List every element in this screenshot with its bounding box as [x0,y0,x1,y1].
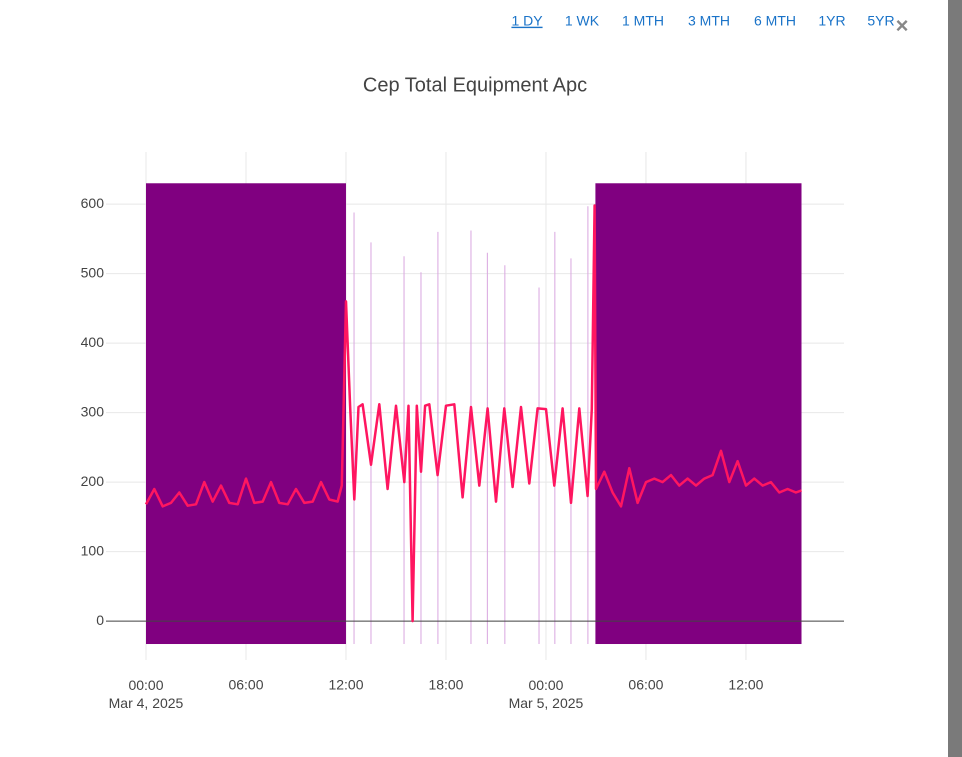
range-button[interactable]: 1YR [818,13,845,29]
x-tick-label: 12:00 [328,677,363,693]
x-tick-label: 06:00 [228,677,263,693]
range-button[interactable]: 1 MTH [622,13,664,29]
shaded-region [145,183,346,645]
plot-area: 0 100 200 300 400 500 600 00:00 Mar 4, 2025 06:00… [81,152,844,711]
close-button[interactable]: × [896,13,909,38]
range-button[interactable]: 3 MTH [688,13,730,29]
y-tick-label: 100 [81,542,105,558]
range-button[interactable]: 5YR [867,13,894,29]
y-tick-label: 300 [81,403,105,419]
chart-title: Cep Total Equipment Apc [363,74,587,96]
y-tick-label: 200 [81,473,105,489]
range-button[interactable]: 1 WK [565,13,600,29]
range-button[interactable]: 1 DY [511,13,543,29]
range-selector: 1 DY 1 WK 1 MTH 3 MTH 6 MTH 1YR 5YR [511,13,894,29]
data-line [144,204,802,623]
shaded-region [595,183,802,645]
x-tick-label: 06:00 [628,677,663,693]
y-tick-label: 600 [81,195,105,211]
x-tick-label: 18:00 [428,677,463,693]
y-tick-label: 500 [81,264,105,280]
x-tick-label: 00:00 Mar 5, 2025 [509,677,584,711]
range-button[interactable]: 6 MTH [754,13,796,29]
y-tick-label: 400 [81,334,105,350]
x-tick-label: 12:00 [728,677,763,693]
backdrop [948,0,962,757]
x-tick-label: 00:00 Mar 4, 2025 [109,677,184,711]
y-tick-label: 0 [96,612,104,628]
